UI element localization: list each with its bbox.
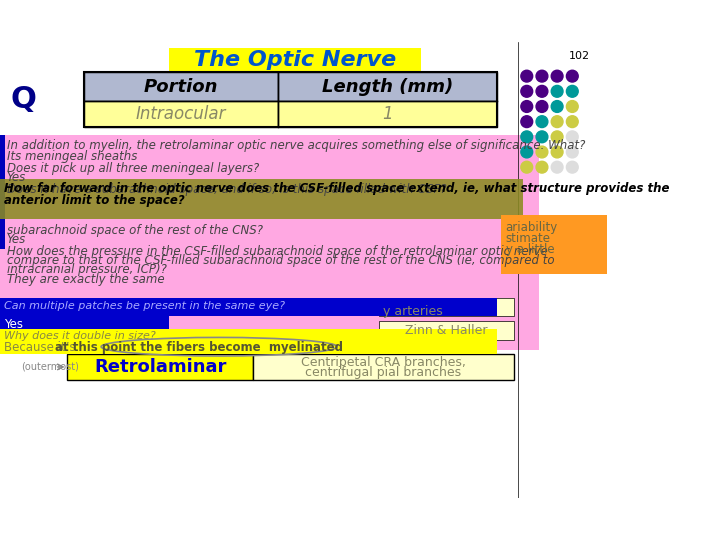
FancyBboxPatch shape [0,316,168,329]
Circle shape [552,146,563,158]
FancyBboxPatch shape [0,329,498,354]
Text: y a little: y a little [505,243,554,256]
Text: Can multiple patches be present in the same eye?: Can multiple patches be present in the s… [4,301,285,311]
FancyBboxPatch shape [0,135,539,350]
Text: Intraocular: Intraocular [136,105,227,123]
FancyBboxPatch shape [502,215,607,274]
Circle shape [536,85,548,97]
Circle shape [552,161,563,173]
Circle shape [521,85,533,97]
FancyBboxPatch shape [278,72,498,102]
Text: intracranial pressure, ICP)?: intracranial pressure, ICP)? [6,264,166,276]
Circle shape [536,131,548,143]
Text: stimate: stimate [505,232,551,245]
Circle shape [536,161,548,173]
Circle shape [536,100,548,112]
Text: compare to that of the CSF-filled subarachnoid space of the rest of the CNS (ie,: compare to that of the CSF-filled subara… [6,254,554,267]
Text: Why does it double in size?: Why does it double in size? [4,330,156,341]
Text: Retrolaminar: Retrolaminar [94,358,226,376]
Circle shape [567,70,578,82]
Text: Its meningeal sheaths: Its meningeal sheaths [6,150,137,163]
Circle shape [536,70,548,82]
Circle shape [552,116,563,127]
Text: Yes: Yes [6,171,26,184]
Circle shape [567,116,578,127]
Text: y arteries: y arteries [384,306,444,319]
FancyBboxPatch shape [253,354,514,380]
Text: They are exactly the same: They are exactly the same [6,273,164,286]
Circle shape [552,100,563,112]
Text: Yes: Yes [4,318,23,331]
Circle shape [521,146,533,158]
FancyBboxPatch shape [379,298,514,316]
Circle shape [567,100,578,112]
Text: The Optic Nerve: The Optic Nerve [194,50,396,70]
Text: Q: Q [10,85,36,113]
Text: Portion: Portion [144,78,218,96]
FancyBboxPatch shape [0,135,5,249]
FancyBboxPatch shape [168,49,421,72]
Text: subarachnoid space of the rest of the CNS?: subarachnoid space of the rest of the CN… [6,224,263,237]
FancyBboxPatch shape [0,179,523,219]
FancyBboxPatch shape [84,72,278,102]
FancyBboxPatch shape [68,354,253,380]
Text: Does it pick up all three meningeal layers?: Does it pick up all three meningeal laye… [6,162,259,175]
Circle shape [521,70,533,82]
Circle shape [567,85,578,97]
Circle shape [567,131,578,143]
Circle shape [536,146,548,158]
Text: Zinn & Haller: Zinn & Haller [405,324,488,337]
FancyBboxPatch shape [84,102,278,127]
Text: 102: 102 [569,51,590,61]
Text: ariability: ariability [505,221,558,234]
Circle shape [521,131,533,143]
Text: at this point the fibers become  myelinated: at this point the fibers become myelinat… [55,341,343,354]
Circle shape [552,131,563,143]
FancyBboxPatch shape [0,298,498,316]
Circle shape [521,100,533,112]
FancyBboxPatch shape [278,102,498,127]
Circle shape [567,161,578,173]
FancyBboxPatch shape [379,321,514,340]
Text: anterior limit to the space?: anterior limit to the space? [4,194,185,207]
Text: centrifugal pial branches: centrifugal pial branches [305,366,462,379]
Text: Centripetal CRA branches,: Centripetal CRA branches, [301,356,466,369]
Text: How does the pressure in the CSF-filled subarachnoid space of the retrolaminar o: How does the pressure in the CSF-filled … [6,245,547,258]
Circle shape [521,116,533,127]
Text: 1: 1 [382,105,393,123]
Text: How far forward in the optic nerve does the CSF-filled space extend, ie, what st: How far forward in the optic nerve does … [4,183,670,195]
Text: In addition to myelin, the retrolaminar optic nerve acquires something else of s: In addition to myelin, the retrolaminar … [6,139,585,152]
Text: (outermost): (outermost) [21,362,79,372]
FancyBboxPatch shape [0,43,607,497]
Text: Because it’s: Because it’s [4,341,80,354]
Circle shape [567,146,578,158]
Text: Length (mm): Length (mm) [322,78,454,96]
Circle shape [536,116,548,127]
Text: Yes: Yes [6,233,26,246]
FancyBboxPatch shape [379,298,514,316]
Text: Does it have a subarachnoid space, and if so, is this space filled with CSF?: Does it have a subarachnoid space, and i… [6,183,446,196]
Circle shape [521,161,533,173]
Circle shape [552,70,563,82]
Circle shape [552,85,563,97]
